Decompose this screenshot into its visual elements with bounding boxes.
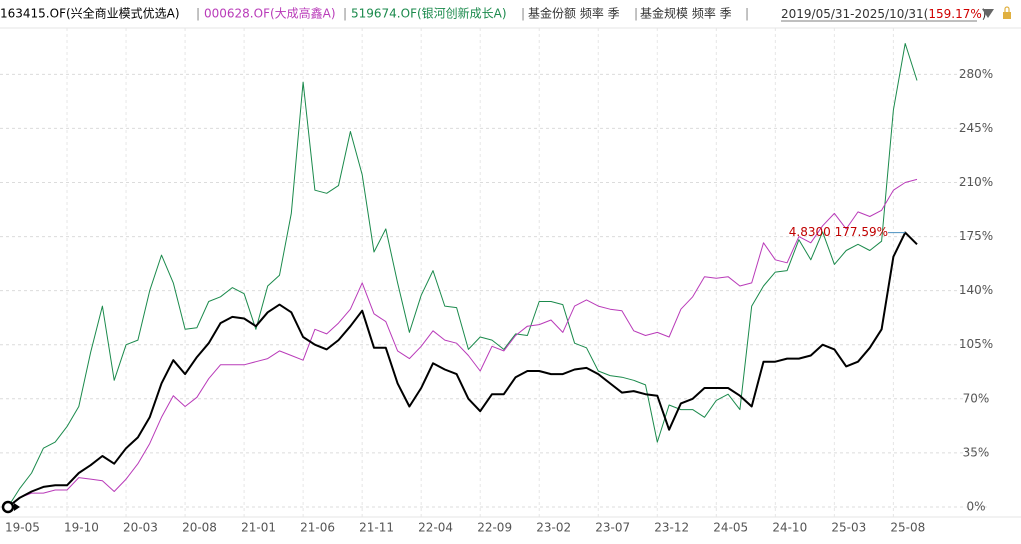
series-line xyxy=(7,231,918,508)
y-tick-label: 210% xyxy=(959,175,993,189)
x-tick-label: 22-04 xyxy=(418,521,453,535)
x-tick-label: 21-01 xyxy=(241,521,276,535)
range-return: 159.17% xyxy=(928,7,981,21)
plot-area: 0% 35% 70% 105% 140% 175% 210% 245% 280% 19-05 19-… xyxy=(0,28,993,535)
x-tick-label: 25-03 xyxy=(831,521,866,535)
series-line xyxy=(7,43,918,508)
y-tick-label: 280% xyxy=(959,67,993,81)
x-tick-label: 24-05 xyxy=(713,521,748,535)
legend-entry[interactable]: 519674.OF(银河创新成长A) xyxy=(351,6,507,21)
annotation: 4.8300 177.59% xyxy=(789,225,888,239)
lock-shackle xyxy=(1004,6,1010,12)
y-tick-label: 245% xyxy=(959,121,993,135)
separator: | xyxy=(521,7,525,21)
toolbar-item[interactable]: 基金份额 频率 季 xyxy=(528,6,620,21)
x-tick-label: 23-02 xyxy=(536,521,571,535)
separator: | xyxy=(634,7,638,21)
x-tick-label: 20-03 xyxy=(123,521,158,535)
start-arrow xyxy=(14,503,20,511)
y-tick-label: 70% xyxy=(963,391,990,405)
range-suffix: ) xyxy=(982,7,987,21)
x-tick-label: 21-11 xyxy=(359,521,394,535)
y-tick-label: 140% xyxy=(959,283,993,297)
x-tick-label: 24-10 xyxy=(772,521,807,535)
separator: | xyxy=(745,7,749,21)
x-tick-label: 19-10 xyxy=(64,521,99,535)
legend-entry[interactable]: 163415.OF(兴全商业模式优选A) xyxy=(0,6,180,21)
x-tick-label: 25-08 xyxy=(890,521,925,535)
series-line xyxy=(7,178,918,508)
y-tick-label: 175% xyxy=(959,229,993,243)
date-range[interactable]: 2019/05/31-2025/10/31(159.17%) xyxy=(781,7,986,21)
range-prefix: 2019/05/31-2025/10/31( xyxy=(781,7,928,21)
x-tick-label: 21-06 xyxy=(300,521,335,535)
y-tick-label: 35% xyxy=(963,445,990,459)
toolbar-item[interactable]: 基金规模 频率 季 xyxy=(640,6,732,21)
lock-icon[interactable] xyxy=(1003,12,1011,19)
y-tick-label: 0% xyxy=(966,499,985,513)
dropdown-icon[interactable] xyxy=(982,9,994,18)
x-tick-label: 19-05 xyxy=(5,521,40,535)
x-tick-label: 23-12 xyxy=(654,521,689,535)
x-tick-label: 23-07 xyxy=(595,521,630,535)
x-tick-label: 22-09 xyxy=(477,521,512,535)
legend-entry[interactable]: 000628.OF(大成高鑫A) xyxy=(204,6,336,21)
x-tick-label: 20-08 xyxy=(182,521,217,535)
separator: | xyxy=(343,7,347,21)
y-tick-label: 105% xyxy=(959,337,993,351)
separator: | xyxy=(196,7,200,21)
start-marker xyxy=(1,500,15,514)
